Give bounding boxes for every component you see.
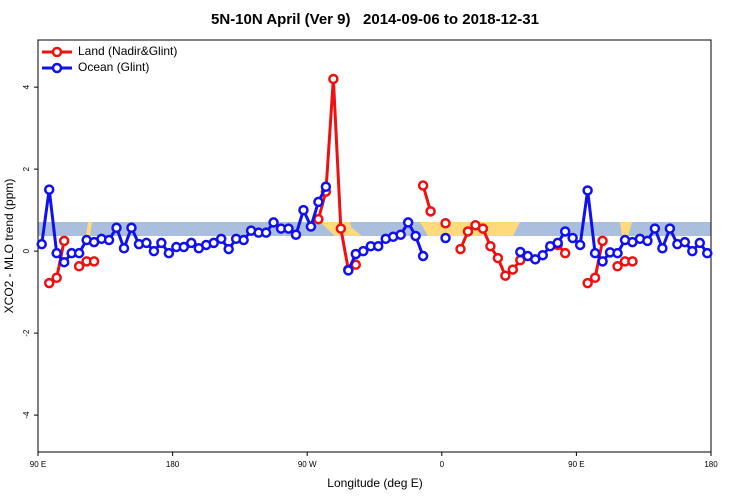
data-point (305, 221, 317, 232)
data-point (320, 181, 332, 193)
y-tick-label: -4 (22, 411, 31, 419)
legend-marker (51, 62, 63, 74)
data-point (589, 272, 601, 284)
data-point (283, 223, 294, 234)
data-point (492, 252, 504, 264)
data-point (156, 237, 167, 249)
data-point (417, 180, 429, 191)
x-tick-label: 180 (704, 460, 718, 469)
data-point (402, 217, 414, 228)
legend-label: Land (Nadir&Glint) (78, 44, 177, 58)
data-point (530, 254, 541, 265)
data-point (582, 185, 593, 196)
data-point (477, 223, 489, 234)
data-point (515, 246, 526, 258)
data-point (343, 265, 354, 276)
data-point (328, 73, 339, 85)
data-point (507, 264, 519, 275)
data-point (290, 229, 302, 240)
data-point (597, 235, 608, 247)
data-point (702, 247, 713, 259)
x-tick-label: 0 (440, 460, 445, 469)
y-tick-label: -2 (22, 329, 31, 337)
data-point (425, 206, 436, 217)
data-point (687, 245, 698, 257)
data-point (260, 227, 272, 238)
data-point (612, 247, 623, 259)
data-point (649, 223, 661, 234)
data-point (313, 196, 324, 208)
data-point (410, 230, 421, 242)
data-point (43, 277, 55, 289)
x-tick-label: 180 (166, 460, 180, 469)
data-point (43, 184, 55, 195)
x-tick-label: 90 E (30, 460, 46, 469)
y-axis-label: XCO2 - MLO trend (ppm) (2, 179, 16, 314)
data-point (440, 232, 451, 244)
data-point (462, 226, 474, 237)
data-point (148, 245, 160, 257)
data-point (178, 241, 190, 253)
data-point (208, 237, 219, 249)
data-point (537, 249, 548, 261)
x-tick-label: 90 W (298, 460, 317, 469)
data-point (36, 238, 47, 250)
data-point (417, 250, 429, 262)
data-point (372, 240, 384, 252)
y-tick-label: 4 (22, 84, 31, 89)
chart-title: 5N-10N April (Ver 9) 2014-09-06 to 2018-… (211, 11, 539, 28)
data-point (657, 243, 668, 254)
data-point (215, 233, 227, 245)
data-point (88, 256, 100, 267)
data-point (111, 222, 122, 234)
y-tick-label: 0 (22, 248, 31, 253)
data-point (186, 237, 197, 249)
data-point (163, 247, 175, 259)
data-point (58, 256, 70, 268)
y-tick-label: 2 (22, 166, 31, 171)
data-point (58, 235, 70, 247)
legend-marker (51, 46, 63, 58)
data-point (627, 256, 638, 267)
data-point (118, 243, 130, 254)
data-point (126, 222, 137, 234)
legend-label: Ocean (Glint) (78, 60, 149, 74)
data-point (440, 217, 451, 229)
data-point (51, 272, 62, 284)
data-point (552, 237, 563, 249)
x-tick-label: 90 E (568, 460, 584, 469)
data-point (268, 217, 279, 228)
data-point (223, 243, 234, 255)
data-point (664, 223, 676, 234)
data-point (597, 256, 608, 267)
data-point (500, 270, 511, 281)
surface-band (38, 222, 711, 236)
data-point (694, 237, 706, 249)
data-point (73, 261, 85, 272)
data-point (298, 204, 309, 216)
data-point (455, 243, 466, 255)
data-point (485, 240, 496, 252)
data-point (679, 236, 691, 248)
series-line (316, 78, 357, 273)
data-point (358, 245, 369, 257)
data-point (589, 247, 601, 259)
data-point (612, 261, 623, 272)
data-point (238, 234, 249, 246)
data-point (395, 229, 406, 240)
data-point (103, 234, 115, 246)
x-axis-label: Longitude (deg E) (327, 476, 422, 490)
data-point (559, 247, 571, 259)
data-point (559, 226, 571, 237)
data-point (574, 239, 586, 251)
data-point (51, 247, 62, 259)
data-point (642, 235, 653, 247)
data-point (73, 247, 85, 259)
data-point (313, 213, 324, 225)
data-point (335, 223, 347, 234)
data-point (582, 277, 593, 289)
data-point (567, 232, 578, 244)
data-point (141, 237, 152, 249)
